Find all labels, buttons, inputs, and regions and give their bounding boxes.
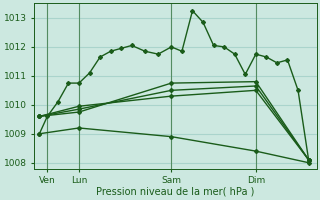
X-axis label: Pression niveau de la mer( hPa ): Pression niveau de la mer( hPa ) — [96, 187, 254, 197]
